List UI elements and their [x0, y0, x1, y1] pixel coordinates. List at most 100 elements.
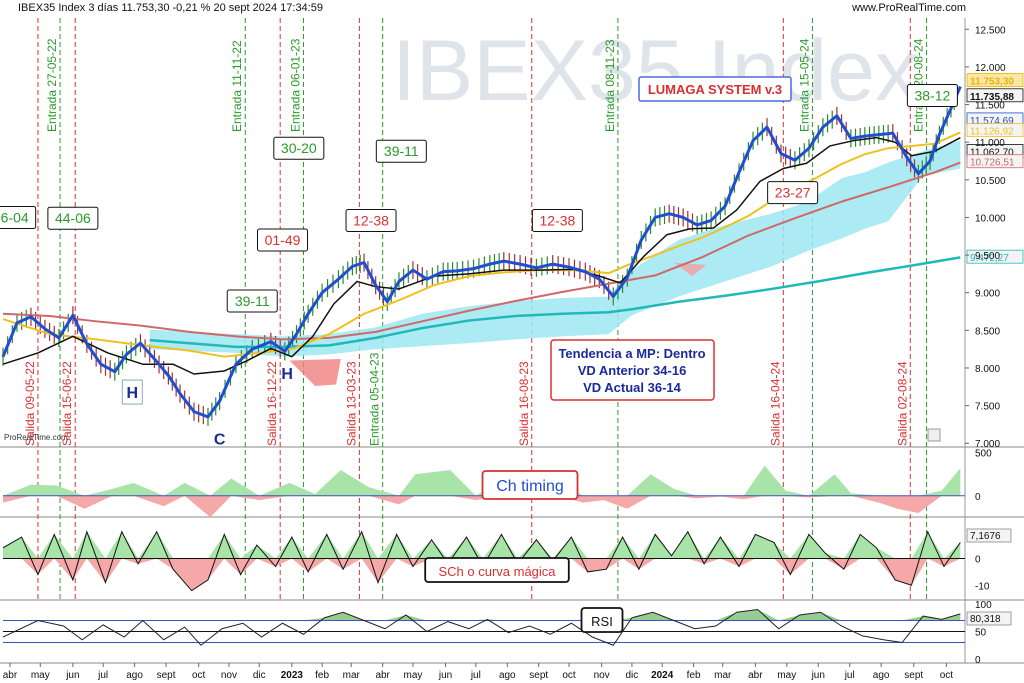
x-tick-label: jun: [65, 670, 79, 681]
signal-box-text: 12-38: [353, 212, 389, 228]
price-label-box: [966, 88, 1024, 103]
pattern-letter: H: [126, 385, 138, 402]
y-tick-label: 10.500: [975, 176, 1006, 187]
rsi-overbought-area: [3, 609, 961, 621]
x-tick-label: dic: [253, 670, 266, 681]
x-tick-label: oct: [192, 670, 206, 681]
ema_slow-line: [2, 161, 961, 341]
signal-box-text: 38-12: [914, 88, 950, 104]
x-tick-label: mar: [343, 670, 361, 681]
salida-label: Salida 15-06-22: [60, 361, 74, 446]
tendencia-line: VD Anterior 34-16: [578, 363, 687, 378]
oscillator-positive-area: [3, 531, 961, 559]
price-label: 11.753,30: [970, 77, 1014, 88]
signal-box: [257, 228, 309, 252]
x-tick-label: 2024: [651, 670, 674, 681]
signal-box-text: 23-27: [775, 185, 811, 201]
price-label-box: [966, 154, 1024, 169]
panel-tick-label: -10: [975, 581, 990, 592]
salida-label: Salida 13-03-23: [344, 361, 358, 446]
y-tick-label: 12.000: [975, 63, 1006, 74]
salida-label: Salida 16-12-22: [265, 361, 279, 446]
y-tick-label: 8.000: [975, 364, 1000, 375]
salida-label: Salida 02-08-24: [895, 361, 909, 446]
watermark: IBEX35 Index: [392, 23, 918, 119]
price-label-box: [966, 249, 1024, 264]
panel-value-label: 7,1676: [970, 531, 1001, 542]
signal-box-text: 39-11: [384, 143, 419, 159]
oscillator-line: [2, 608, 961, 646]
price-label: 11.062,70: [970, 147, 1014, 158]
x-tick-label: feb: [315, 670, 329, 681]
salida-label: Salida 16-04-24: [768, 361, 782, 446]
x-tick-label: jul: [470, 670, 481, 681]
ema_long-line: [149, 256, 961, 349]
x-tick-label: abr: [748, 670, 763, 681]
chart-title: IBEX35 Index 3 días 11.753,30 -0,21 % 20…: [18, 2, 323, 14]
ema_mid-line: [2, 131, 961, 358]
signal-box: [767, 181, 819, 205]
x-tick-label: oct: [940, 670, 954, 681]
signal-box: [345, 208, 397, 232]
x-tick-label: nov: [221, 670, 237, 681]
signal-box: [0, 205, 37, 229]
panel-tick-label: 0: [975, 655, 981, 666]
pattern-letter: C: [214, 432, 226, 449]
source-link[interactable]: www.ProRealTime.com: [852, 2, 966, 14]
panel-value-box: [966, 611, 1012, 626]
signal-box: [273, 136, 325, 160]
signal-box-text: 39-11: [235, 293, 270, 309]
entrada-label: Entrada 15-05-24: [797, 38, 811, 132]
signal-box-text: 6-04: [1, 209, 29, 225]
signal-box-text: 44-06: [55, 210, 91, 226]
y-tick-label: 7.000: [975, 439, 1000, 450]
y-tick-label: 9.500: [975, 251, 1000, 262]
x-tick-label: dic: [626, 670, 639, 681]
x-tick-label: sept: [157, 670, 176, 681]
ema_fast-line: [2, 136, 961, 375]
x-tick-label: abr: [3, 670, 18, 681]
entrada-label: Entrada 06-01-23: [288, 38, 302, 132]
entrada-label: Entrada 11-11-22: [230, 40, 244, 132]
x-tick-label: feb: [687, 670, 701, 681]
signal-box: [906, 84, 958, 108]
tendencia-box: [550, 339, 715, 401]
y-tick-label: 12.500: [975, 25, 1006, 36]
panel-tick-label: 50: [975, 628, 987, 639]
price-label: 11.126,92: [970, 127, 1014, 138]
panel-tick-label: 500: [975, 449, 992, 460]
pattern-letter: H: [281, 366, 293, 383]
price-label: 11.574,69: [970, 116, 1014, 127]
x-tick-label: jul: [97, 670, 108, 681]
panel-label-box: [580, 607, 624, 633]
x-tick-label: may: [31, 670, 50, 681]
signal-box: [375, 139, 427, 163]
oscillator-negative-area: [3, 558, 961, 591]
lumaga-box: [638, 76, 792, 102]
price-label: 11.735,88: [970, 92, 1014, 103]
oscillator-negative-area: [3, 495, 961, 518]
y-tick-label: 7.500: [975, 402, 1000, 413]
x-tick-label: jun: [438, 670, 452, 681]
x-tick-label: oct: [562, 670, 576, 681]
salida-label: Salida 16-08-23: [517, 361, 531, 446]
panel-label-box: [481, 470, 579, 500]
pattern-box: [121, 379, 143, 405]
x-tick-label: may: [777, 670, 796, 681]
panel-tick-label: 0: [975, 492, 981, 503]
entrada-label: Entrada 08-11-23: [603, 39, 617, 132]
x-tick-label: nov: [594, 670, 610, 681]
info-icon: [927, 428, 941, 442]
panel-label: Ch timing: [496, 478, 564, 495]
y-tick-label: 11.500: [975, 101, 1005, 112]
salida-label: Salida 09-05-22: [23, 361, 37, 446]
tendencia-line: VD Actual 36-14: [583, 380, 682, 395]
x-tick-label: sept: [904, 670, 923, 681]
panel-label: RSI: [591, 614, 613, 629]
signal-box-text: 30-20: [281, 140, 317, 156]
tendencia-line: Tendencia a MP: Dentro: [558, 346, 705, 361]
panel-label-box: [424, 557, 570, 583]
signal-box-text: 12-38: [539, 212, 575, 228]
price-label-box: [966, 73, 1024, 87]
entrada-label: Entrada 27-05-22: [45, 38, 59, 132]
